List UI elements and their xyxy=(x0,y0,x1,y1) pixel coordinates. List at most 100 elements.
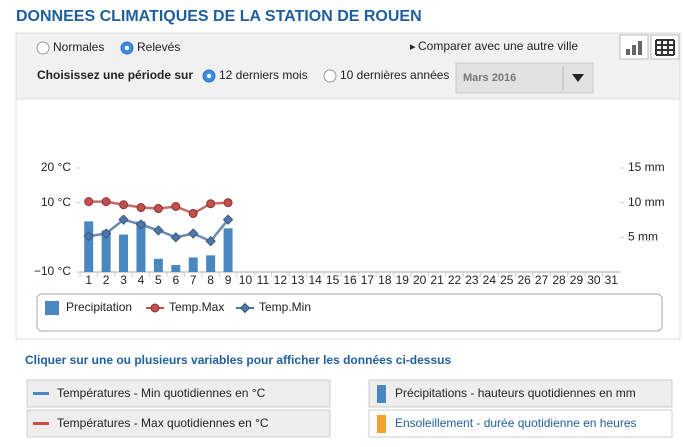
point xyxy=(153,204,163,214)
x-tick-label: 2 xyxy=(103,273,110,287)
point xyxy=(153,225,164,236)
x-tick-label: 7 xyxy=(190,273,197,287)
x-tick-label: 13 xyxy=(291,273,305,287)
x-tick-label: 14 xyxy=(308,273,322,287)
x-tick-label: 15 xyxy=(326,273,340,287)
radio-button[interactable] xyxy=(36,41,50,55)
point xyxy=(223,198,233,208)
legend-label[interactable]: Precipitation xyxy=(66,300,132,314)
x-tick-label: 18 xyxy=(378,273,392,287)
x-tick-label: 27 xyxy=(535,273,549,287)
point xyxy=(188,228,199,239)
x-tick-label: 17 xyxy=(361,273,375,287)
radio-dot xyxy=(124,45,130,51)
variable-button-text: Ensoleillement - durée quotidienne en he… xyxy=(395,416,637,430)
bar xyxy=(206,255,216,272)
variable-button-text: Températures - Min quotidiennes en °C xyxy=(57,386,266,400)
month-select[interactable] xyxy=(455,62,594,94)
period-option: 10 dernières années xyxy=(340,68,449,82)
x-tick-label: 22 xyxy=(448,273,462,287)
icon-bar xyxy=(632,45,636,55)
point xyxy=(83,231,94,242)
point xyxy=(84,197,94,207)
compare-link[interactable]: Comparer avec une autre ville xyxy=(418,39,578,53)
x-tick-label: 8 xyxy=(207,273,214,287)
bar xyxy=(119,234,129,272)
point xyxy=(188,208,198,218)
legend-box xyxy=(36,293,663,332)
icon-grid xyxy=(655,39,675,56)
y2-tick-label: 10 mm xyxy=(628,195,665,209)
x-tick-label: 24 xyxy=(483,273,497,287)
legend-marker xyxy=(150,303,160,313)
x-tick-label: 10 xyxy=(239,273,253,287)
variable-button-text: Températures - Max quotidiennes en °C xyxy=(57,416,269,430)
y-tick-label: 20 °C xyxy=(41,160,71,174)
x-tick-label: 29 xyxy=(570,273,584,287)
point xyxy=(171,201,181,211)
mode-option: Normales xyxy=(53,40,104,54)
x-tick-label: 5 xyxy=(155,273,162,287)
variable-button[interactable] xyxy=(368,409,673,438)
x-tick-label: 3 xyxy=(120,273,127,287)
bar xyxy=(171,265,181,272)
variable-button[interactable] xyxy=(368,379,673,408)
legend-swatch xyxy=(45,301,59,315)
legend-label[interactable]: Temp.Max xyxy=(169,300,224,314)
point xyxy=(170,232,182,243)
radio-button[interactable] xyxy=(323,69,337,83)
icon-bar xyxy=(626,49,630,55)
x-tick-label: 12 xyxy=(274,273,288,287)
y2-tick-label: 15 mm xyxy=(628,160,665,174)
radio-dot xyxy=(206,73,212,79)
x-tick-label: 19 xyxy=(396,273,410,287)
variable-button[interactable] xyxy=(26,379,331,408)
variable-button-text: Précipitations - hauteurs quotidiennes e… xyxy=(395,386,636,400)
point xyxy=(136,203,146,213)
x-tick-label: 1 xyxy=(85,273,92,287)
x-tick-label: 4 xyxy=(138,273,145,287)
variable-icon xyxy=(33,392,49,395)
bar xyxy=(84,221,94,272)
bar xyxy=(223,228,233,272)
point xyxy=(206,199,216,209)
select-arrow xyxy=(572,74,584,82)
page-title: DONNEES CLIMATIQUES DE LA STATION DE ROU… xyxy=(16,8,422,25)
legend-marker xyxy=(239,302,251,314)
x-tick-label: 31 xyxy=(605,273,619,287)
variable-button[interactable] xyxy=(26,409,331,438)
compare-arrow: ▸ xyxy=(410,41,416,53)
x-tick-label: 25 xyxy=(500,273,514,287)
x-tick-label: 9 xyxy=(225,273,232,287)
period-label: Choisissez une période sur xyxy=(37,68,193,82)
point xyxy=(205,235,216,247)
x-tick-label: 20 xyxy=(413,273,427,287)
point xyxy=(119,200,129,210)
legend-label[interactable]: Temp.Min xyxy=(259,300,311,314)
variables-prompt: Cliquer sur une ou plusieurs variables p… xyxy=(25,353,451,367)
x-tick-label: 23 xyxy=(465,273,479,287)
x-tick-label: 11 xyxy=(257,273,270,287)
point xyxy=(101,197,111,207)
mode-option: Relevés xyxy=(137,40,180,54)
y-tick-label: −10 °C xyxy=(34,264,71,278)
x-tick-label: 21 xyxy=(430,273,444,287)
month-select-text: Mars 2016 xyxy=(463,72,516,84)
x-tick-label: 16 xyxy=(343,273,357,287)
variable-icon xyxy=(33,422,49,425)
bar xyxy=(153,258,163,272)
period-option: 12 derniers mois xyxy=(219,68,308,82)
variable-icon xyxy=(377,385,386,403)
y2-tick-label: 5 mm xyxy=(628,230,658,244)
bar xyxy=(188,257,198,272)
bar xyxy=(101,230,111,272)
x-tick-label: 26 xyxy=(518,273,532,287)
x-tick-label: 6 xyxy=(172,273,179,287)
point xyxy=(222,214,234,225)
x-tick-label: 28 xyxy=(552,273,566,287)
point xyxy=(100,228,112,239)
y-tick-label: 10 °C xyxy=(41,195,71,209)
bar xyxy=(136,221,146,272)
point xyxy=(135,219,147,230)
